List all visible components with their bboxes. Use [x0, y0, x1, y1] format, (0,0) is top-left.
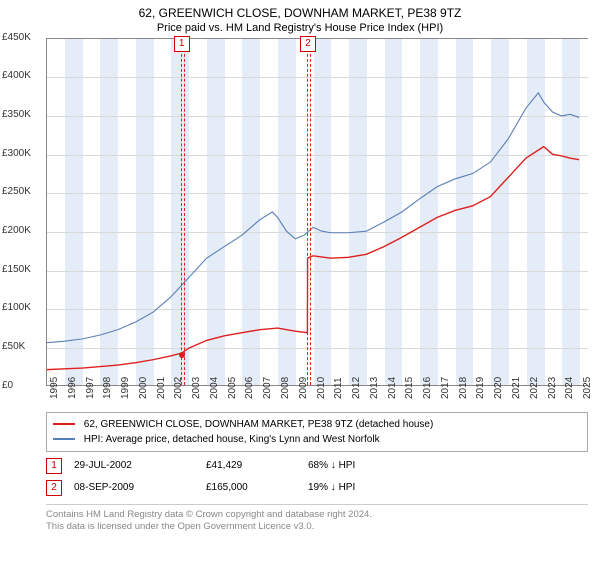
year-band	[242, 39, 260, 385]
x-tick-label: 2019	[475, 376, 486, 398]
event-price-2: £165,000	[206, 482, 296, 493]
legend-area: 62, GREENWICH CLOSE, DOWNHAM MARKET, PE3…	[46, 412, 588, 496]
x-tick-label: 1995	[49, 376, 60, 398]
year-band	[100, 39, 118, 385]
x-tick-label: 2000	[138, 376, 149, 398]
legend-swatch-price	[53, 423, 75, 425]
event-marker-1: 1	[46, 458, 62, 474]
year-band	[65, 39, 83, 385]
year-band	[385, 39, 403, 385]
sale-dot	[179, 352, 185, 358]
year-band	[278, 39, 296, 385]
grid-line	[47, 116, 588, 117]
legend-box: 62, GREENWICH CLOSE, DOWNHAM MARKET, PE3…	[46, 412, 588, 452]
event-date-1: 29-JUL-2002	[74, 460, 194, 471]
x-tick-label: 2022	[529, 376, 540, 398]
legend-label-price: 62, GREENWICH CLOSE, DOWNHAM MARKET, PE3…	[84, 419, 434, 430]
event-row-1: 1 29-JUL-2002 £41,429 68% ↓ HPI	[46, 458, 588, 474]
x-tick-label: 1996	[67, 376, 78, 398]
y-tick-label: £100K	[2, 302, 31, 313]
y-tick-label: £150K	[2, 264, 31, 275]
x-tick-label: 2009	[298, 376, 309, 398]
grid-line	[47, 309, 588, 310]
x-tick-label: 2002	[173, 376, 184, 398]
x-tick-label: 2011	[333, 377, 344, 399]
event-delta-1: 68% ↓ HPI	[308, 460, 398, 471]
footer-line2: This data is licensed under the Open Gov…	[46, 521, 588, 533]
x-tick-label: 2015	[404, 376, 415, 398]
x-tick-label: 2005	[227, 376, 238, 398]
event-price-1: £41,429	[206, 460, 296, 471]
x-tick-label: 2025	[582, 376, 593, 398]
y-tick-label: £50K	[2, 341, 25, 352]
legend-item-hpi: HPI: Average price, detached house, King…	[53, 432, 581, 447]
grid-line	[47, 193, 588, 194]
year-band	[491, 39, 509, 385]
chart-subtitle: Price paid vs. HM Land Registry's House …	[0, 22, 600, 34]
grid-line	[47, 155, 588, 156]
legend-item-price: 62, GREENWICH CLOSE, DOWNHAM MARKET, PE3…	[53, 417, 581, 432]
footer-line1: Contains HM Land Registry data © Crown c…	[46, 509, 588, 521]
grid-line	[47, 271, 588, 272]
sale-marker-band	[181, 39, 185, 385]
year-band	[349, 39, 367, 385]
year-band	[527, 39, 545, 385]
x-tick-label: 2012	[351, 376, 362, 398]
grid-line	[47, 348, 588, 349]
x-tick-label: 2001	[156, 376, 167, 398]
x-tick-label: 2023	[547, 376, 558, 398]
event-delta-2: 19% ↓ HPI	[308, 482, 398, 493]
y-tick-label: £300K	[2, 148, 31, 159]
x-tick-label: 2017	[440, 376, 451, 398]
x-tick-label: 2013	[369, 376, 380, 398]
x-tick-label: 2020	[493, 376, 504, 398]
year-band	[136, 39, 154, 385]
sale-marker-box: 2	[300, 36, 316, 52]
y-tick-label: £450K	[2, 32, 31, 43]
chart-title: 62, GREENWICH CLOSE, DOWNHAM MARKET, PE3…	[0, 6, 600, 22]
year-band	[207, 39, 225, 385]
sale-marker-box: 1	[174, 36, 190, 52]
x-tick-label: 1998	[102, 376, 113, 398]
x-tick-label: 2024	[564, 376, 575, 398]
year-band	[562, 39, 580, 385]
chart-container: 62, GREENWICH CLOSE, DOWNHAM MARKET, PE3…	[0, 6, 600, 566]
plot-area: 12	[46, 38, 588, 386]
y-tick-label: £200K	[2, 225, 31, 236]
x-tick-label: 2007	[262, 376, 273, 398]
x-tick-label: 2008	[280, 376, 291, 398]
event-date-2: 08-SEP-2009	[74, 482, 194, 493]
y-tick-label: £0	[2, 380, 13, 391]
x-tick-label: 2018	[458, 376, 469, 398]
legend-swatch-hpi	[53, 438, 75, 440]
event-row-2: 2 08-SEP-2009 £165,000 19% ↓ HPI	[46, 480, 588, 496]
year-band	[314, 39, 332, 385]
x-tick-label: 2003	[191, 376, 202, 398]
y-tick-label: £400K	[2, 70, 31, 81]
x-tick-label: 2006	[244, 376, 255, 398]
x-tick-label: 1997	[85, 376, 96, 398]
x-tick-label: 2021	[511, 376, 522, 398]
event-marker-2: 2	[46, 480, 62, 496]
grid-line	[47, 232, 588, 233]
chart-area: 12 1995199619971998199920002001200220032…	[46, 38, 588, 408]
footer: Contains HM Land Registry data © Crown c…	[46, 504, 588, 534]
grid-line	[47, 77, 588, 78]
legend-label-hpi: HPI: Average price, detached house, King…	[84, 434, 380, 445]
y-tick-label: £250K	[2, 186, 31, 197]
x-tick-label: 2014	[387, 376, 398, 398]
x-tick-label: 2004	[209, 376, 220, 398]
y-tick-label: £350K	[2, 109, 31, 120]
year-band	[456, 39, 474, 385]
sale-marker-band	[307, 39, 311, 385]
x-tick-label: 1999	[120, 376, 131, 398]
year-band	[420, 39, 438, 385]
x-tick-label: 2010	[316, 376, 327, 398]
x-tick-label: 2016	[422, 376, 433, 398]
